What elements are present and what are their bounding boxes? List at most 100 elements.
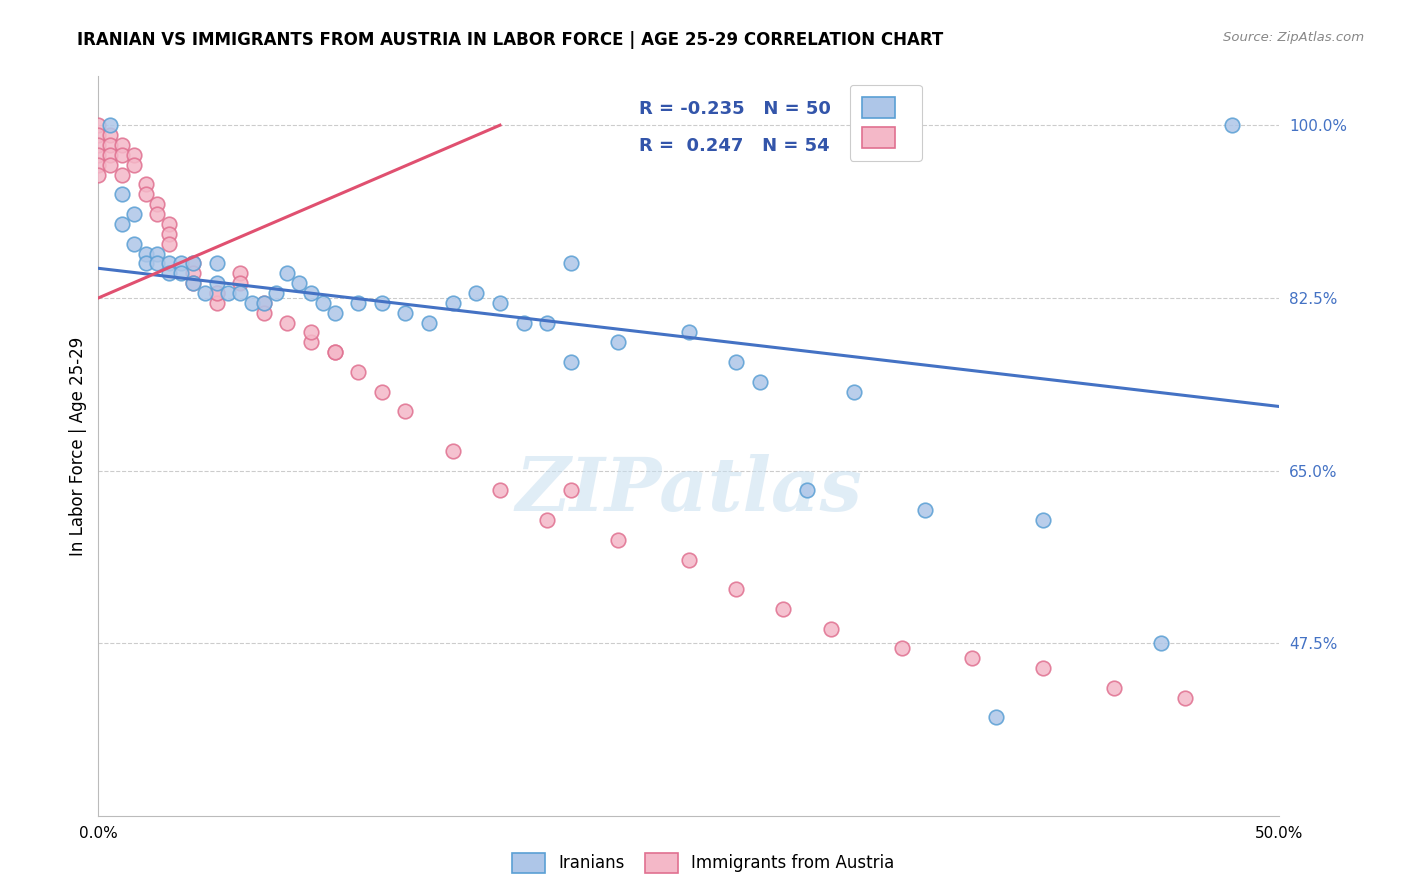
Point: [98, 137, 121, 152]
Point: [607, 335, 630, 350]
Point: [607, 533, 630, 547]
Point: [820, 622, 842, 636]
Point: [135, 256, 157, 270]
Point: [87, 128, 110, 142]
Point: [111, 137, 134, 152]
Point: [347, 365, 370, 379]
Point: [489, 296, 512, 310]
Legend: Iranians, Immigrants from Austria: Iranians, Immigrants from Austria: [505, 847, 901, 880]
Point: [984, 710, 1007, 724]
Legend: , : ,: [849, 85, 922, 161]
Point: [170, 266, 193, 280]
Point: [111, 217, 134, 231]
Point: [312, 296, 335, 310]
Point: [536, 513, 558, 527]
Point: [87, 158, 110, 172]
Point: [157, 227, 180, 241]
Point: [135, 178, 157, 192]
Point: [135, 187, 157, 202]
Point: [748, 375, 770, 389]
Point: [229, 276, 252, 290]
Point: [122, 236, 145, 251]
Point: [111, 187, 134, 202]
Point: [394, 306, 416, 320]
Point: [229, 285, 252, 300]
Point: [157, 217, 180, 231]
Point: [276, 316, 298, 330]
Point: [1032, 661, 1054, 675]
Point: [844, 384, 866, 399]
Point: [772, 602, 794, 616]
Point: [1150, 636, 1173, 650]
Point: [890, 641, 912, 656]
Point: [253, 296, 276, 310]
Point: [229, 266, 252, 280]
Point: [288, 276, 311, 290]
Point: [253, 296, 276, 310]
Point: [135, 246, 157, 260]
Point: [253, 306, 276, 320]
Point: [111, 168, 134, 182]
Point: [914, 503, 936, 517]
Point: [122, 148, 145, 162]
Point: [122, 207, 145, 221]
Point: [371, 384, 394, 399]
Point: [725, 355, 748, 369]
Point: [240, 296, 263, 310]
Point: [489, 483, 512, 498]
Point: [264, 285, 287, 300]
Point: [560, 483, 582, 498]
Point: [194, 285, 217, 300]
Point: [181, 256, 204, 270]
Point: [146, 207, 169, 221]
Point: [560, 355, 582, 369]
Point: [205, 276, 228, 290]
Point: [205, 256, 228, 270]
Point: [111, 148, 134, 162]
Point: [157, 266, 180, 280]
Point: [323, 345, 346, 359]
Text: R = -0.235   N = 50: R = -0.235 N = 50: [640, 100, 831, 118]
Point: [962, 651, 984, 665]
Point: [299, 326, 322, 340]
Point: [323, 306, 346, 320]
Point: [441, 296, 464, 310]
Point: [678, 326, 700, 340]
Point: [181, 256, 204, 270]
Point: [217, 285, 239, 300]
Point: [157, 256, 180, 270]
Point: [98, 128, 121, 142]
Point: [347, 296, 370, 310]
Text: R =  0.247   N = 54: R = 0.247 N = 54: [640, 137, 830, 155]
Point: [560, 256, 582, 270]
Point: [87, 148, 110, 162]
Point: [181, 276, 204, 290]
Point: [465, 285, 488, 300]
Point: [146, 246, 169, 260]
Point: [1220, 118, 1243, 132]
Point: [98, 158, 121, 172]
Point: [1102, 681, 1125, 695]
Point: [512, 316, 534, 330]
Point: [205, 285, 228, 300]
Point: [796, 483, 818, 498]
Point: [98, 118, 121, 132]
Text: Source: ZipAtlas.com: Source: ZipAtlas.com: [1223, 31, 1364, 45]
Point: [418, 316, 440, 330]
Point: [87, 168, 110, 182]
Y-axis label: In Labor Force | Age 25-29: In Labor Force | Age 25-29: [69, 336, 87, 556]
Point: [394, 404, 416, 418]
Point: [170, 256, 193, 270]
Point: [276, 266, 298, 280]
Point: [87, 137, 110, 152]
Point: [536, 316, 558, 330]
Point: [157, 236, 180, 251]
Point: [146, 256, 169, 270]
Point: [725, 582, 748, 596]
Point: [122, 158, 145, 172]
Point: [181, 276, 204, 290]
Point: [87, 118, 110, 132]
Point: [1174, 690, 1197, 705]
Point: [98, 148, 121, 162]
Text: ZIPatlas: ZIPatlas: [516, 454, 862, 526]
